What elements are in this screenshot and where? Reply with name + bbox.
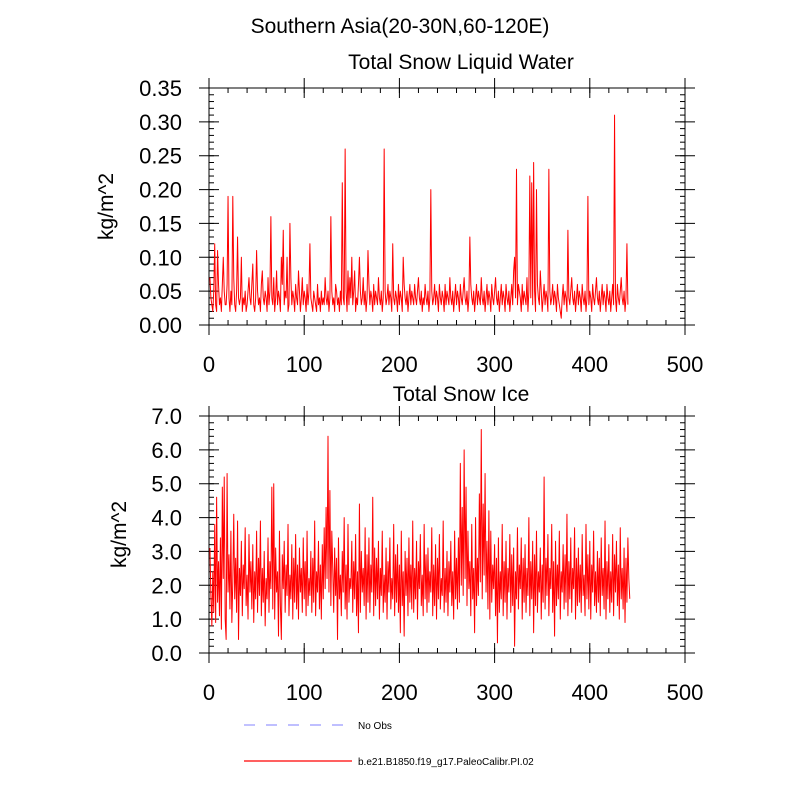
- x-tick-label: 300: [476, 680, 513, 705]
- x-tick-label: 500: [667, 680, 704, 705]
- series-line: [209, 114, 629, 319]
- y-tick-label: 5.0: [151, 472, 182, 497]
- plot-frame: [208, 415, 686, 654]
- plot-frame: [208, 87, 686, 326]
- y-axis-label: kg/m^2: [108, 501, 131, 568]
- y-tick-label: 2.0: [151, 573, 182, 598]
- y-tick-label: 0.05: [139, 279, 182, 304]
- legend: No Obs b.e21.B1850.f19_g17.PaleoCalibr.PI…: [244, 721, 534, 768]
- x-tick-label: 400: [571, 680, 608, 705]
- panel-snow-liquid-water: Total Snow Liquid Water kg/m^2 0.00 0.05 0.1…: [95, 51, 703, 377]
- y-tick-label: 0.35: [139, 76, 182, 101]
- y-tick-label: 6.0: [151, 438, 182, 463]
- y-tick-label: 0.15: [139, 211, 182, 236]
- x-tick-label: 100: [286, 352, 323, 377]
- y-tick-label: 1.0: [151, 607, 182, 632]
- x-tick-label: 400: [571, 352, 608, 377]
- legend-label: b.e21.B1850.f19_g17.PaleoCalibr.PI.02: [358, 757, 534, 768]
- y-tick-label: 0.30: [139, 110, 182, 135]
- chart-title: Total Snow Liquid Water: [348, 51, 574, 74]
- y-tick-label: 0.0: [151, 641, 182, 666]
- figure-title: Southern Asia(20-30N,60-120E): [251, 15, 550, 38]
- x-tick-label: 100: [286, 680, 323, 705]
- series-line: [209, 429, 631, 647]
- x-tick-label: 500: [667, 352, 704, 377]
- x-tick-label: 0: [203, 352, 215, 377]
- y-tick-label: 0.25: [139, 144, 182, 169]
- y-tick-label: 0.20: [139, 178, 182, 203]
- legend-label: No Obs: [358, 721, 392, 732]
- chart-title: Total Snow Ice: [393, 383, 530, 406]
- x-tick-label: 300: [476, 352, 513, 377]
- x-tick-label: 0: [203, 680, 215, 705]
- y-tick-label: 0.10: [139, 245, 182, 270]
- x-tick-label: 200: [381, 680, 418, 705]
- y-tick-label: 4.0: [151, 506, 182, 531]
- panel-snow-ice: Total Snow Ice kg/m^2 0.0 1.0 2.0 3.0 4.0 5.0 6.…: [108, 383, 703, 705]
- y-tick-label: 0.00: [139, 313, 182, 338]
- y-tick-label: 7.0: [151, 404, 182, 429]
- y-axis-label: kg/m^2: [95, 173, 118, 240]
- y-tick-label: 3.0: [151, 539, 182, 564]
- x-tick-label: 200: [381, 352, 418, 377]
